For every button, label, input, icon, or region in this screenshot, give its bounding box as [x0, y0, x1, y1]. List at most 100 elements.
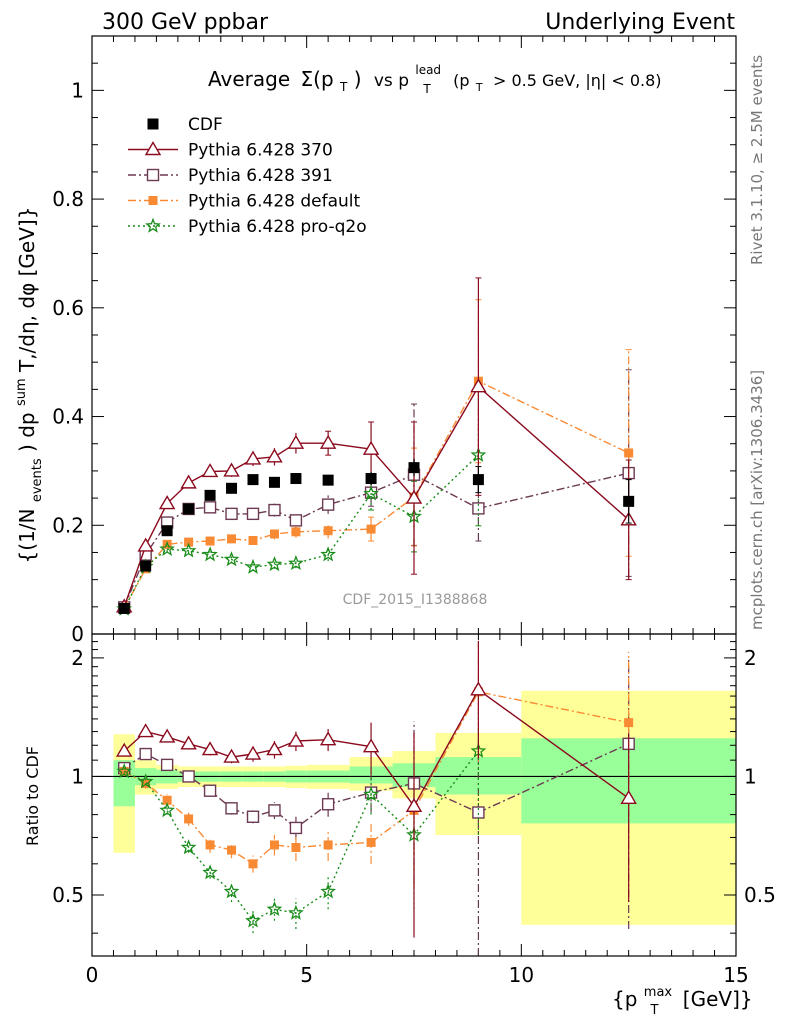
data-point-cdf: [226, 482, 238, 494]
title-cut-open: (p: [453, 71, 469, 90]
header-right: Underlying Event: [545, 10, 735, 35]
data-point-p370: [405, 489, 423, 504]
series-cdf: [118, 458, 635, 614]
legend: CDF Pythia 6.428 370 Pythia 6.428 391 Pythi…: [128, 115, 367, 237]
title-sigma: Σ(p: [301, 67, 334, 91]
ratio-point-p370: [470, 681, 487, 696]
title-average: Average: [208, 67, 290, 91]
ratio-point-p370: [180, 735, 197, 750]
data-point-p391: [203, 501, 217, 514]
ratio-point-pdef: [366, 837, 376, 847]
data-point-cdf: [247, 474, 259, 486]
ratio-point-pdef: [227, 845, 237, 855]
data-point-cdf: [365, 473, 377, 485]
data-point-cdf: [322, 474, 334, 486]
ratio-point-p370: [115, 742, 133, 757]
x-tick-label: 0: [86, 963, 99, 987]
ratio-series-pq2o: [116, 695, 487, 934]
x-tick-label: 15: [723, 963, 748, 987]
ratio-point-p370: [362, 738, 380, 753]
ratio-bands: [113, 690, 736, 925]
title-lead: lead: [415, 63, 441, 77]
ratio-series: [115, 640, 637, 956]
ratio-point-p370: [266, 741, 283, 756]
ratio-point-p370: [244, 745, 262, 760]
ratio-point-p370: [201, 741, 219, 756]
ratio-series-p370: [115, 640, 637, 938]
title-vs-sub: T: [422, 82, 431, 96]
ratio-point-pdef: [323, 840, 333, 850]
main-y-tick-label: 0.6: [52, 296, 84, 320]
ratio-point-pdef: [624, 718, 634, 728]
ratio-point-pq2o: [180, 839, 197, 855]
main-y-tick-label: 0.2: [52, 513, 84, 537]
mcplots-label: mcplots.cern.ch [arXiv:1306.3436]: [748, 370, 766, 630]
x-tick-label: 5: [300, 963, 313, 987]
ratio-point-p370: [223, 748, 240, 763]
ratio-point-p370: [405, 797, 423, 812]
header-left: 300 GeV ppbar: [102, 10, 269, 35]
series-p370: [115, 277, 637, 613]
data-point-cdf: [623, 495, 635, 507]
data-point-p370: [201, 463, 219, 478]
ratio-point-pdef: [162, 795, 172, 805]
ratio-point-p391: [268, 804, 281, 817]
y-axis-label-ratio: Ratio to CDF: [23, 746, 42, 846]
rivet-label: Rivet 3.1.10, ≥ 2.5M events: [748, 55, 766, 265]
data-point-pdef: [291, 527, 301, 537]
legend-label: CDF: [188, 115, 223, 135]
ratio-point-p391: [139, 747, 152, 761]
ratio-point-pdef: [184, 814, 194, 824]
data-point-p391: [246, 507, 260, 521]
ratio-point-p370: [137, 723, 154, 738]
plot-title: Average Σ(p T ) vs p lead T (p T > 0.5 G…: [208, 55, 662, 98]
series-line-pq2o: [123, 454, 479, 610]
ratio-point-pdef: [269, 840, 279, 850]
data-point-pq2o: [245, 558, 261, 574]
legend-entry-pq2o: Pythia 6.428 pro-q2o: [128, 217, 367, 237]
data-point-p391: [321, 498, 335, 511]
x-axis-label: {p max T [GeV]}: [612, 977, 753, 1019]
data-point-p370: [362, 440, 380, 455]
legend-marker: [145, 217, 161, 233]
data-point-pq2o: [363, 485, 379, 501]
ratio-point-pdef: [248, 859, 258, 869]
data-point-pdef: [323, 526, 333, 536]
data-point-pdef: [269, 529, 279, 539]
title-cut-rest: > 0.5 GeV, |η| < 0.8): [493, 71, 662, 90]
series-pq2o: [116, 383, 487, 616]
series-line-p370: [123, 385, 630, 608]
ratio-point-pq2o: [202, 864, 218, 880]
ratio-point-p391: [225, 802, 238, 815]
legend-marker: [148, 196, 158, 205]
legend-entry-cdf: CDF: [147, 115, 223, 135]
legend-label: Pythia 6.428 370: [188, 141, 333, 161]
data-point-p391: [225, 507, 238, 521]
ratio-point-pq2o: [137, 773, 154, 789]
main-y-tick-label: 0: [71, 622, 84, 646]
data-point-pq2o: [288, 554, 304, 571]
legend-entry-p391: Pythia 6.428 391: [128, 166, 333, 186]
ratio-point-p391: [472, 806, 485, 819]
data-point-pdef: [205, 536, 215, 546]
ratio-point-pq2o: [159, 802, 175, 818]
data-point-p370: [158, 495, 176, 510]
ratio-y-tick-label-right: 0.5: [744, 883, 776, 907]
data-point-pq2o: [202, 546, 218, 562]
data-point-pq2o: [159, 540, 175, 556]
data-point-pdef: [366, 524, 376, 534]
legend-entry-pdef: Pythia 6.428 default: [128, 192, 361, 212]
ratio-point-pdef: [205, 840, 215, 850]
data-point-pq2o: [320, 546, 337, 562]
data-point-cdf: [183, 503, 195, 515]
ratio-y-tick-label: 1: [71, 764, 84, 788]
ratio-point-p370: [158, 728, 176, 743]
ratio-frame: [91, 633, 737, 957]
main-axes: 0 0.2 0.4 0.6 0.8 1: [52, 35, 737, 646]
ratio-point-p370: [620, 789, 637, 805]
ratio-point-pq2o: [266, 901, 283, 916]
analysis-watermark: CDF_2015_I1388868: [343, 592, 488, 608]
ratio-point-p391: [203, 784, 217, 797]
data-point-p370: [180, 474, 197, 489]
